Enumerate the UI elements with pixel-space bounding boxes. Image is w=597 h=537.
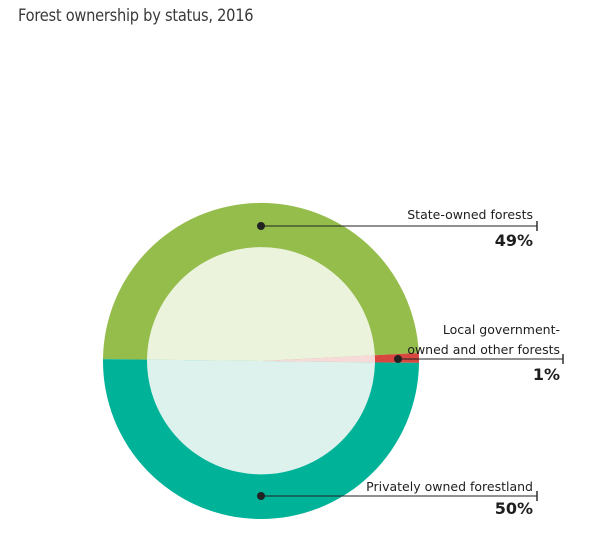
slice-label: Local government- bbox=[443, 322, 560, 337]
slice-value-label: 49% bbox=[495, 231, 533, 250]
slice-value-label: 50% bbox=[495, 499, 533, 518]
leader-dot bbox=[257, 492, 265, 500]
chart-title: Forest ownership by status, 2016 bbox=[18, 6, 254, 26]
slice-inner-privately-owned-forestland bbox=[147, 359, 375, 475]
label-privately-owned-forestland: Privately owned forestland 50% bbox=[257, 479, 538, 518]
slice-label: Privately owned forestland bbox=[366, 479, 533, 494]
leader-dot bbox=[257, 222, 265, 230]
slice-value-label: 1% bbox=[533, 365, 560, 384]
slices-layer bbox=[102, 202, 420, 520]
label-state-owned-forests: State-owned forests 49% bbox=[257, 207, 538, 250]
labels-layer: State-owned forests 49% Local government-o… bbox=[257, 207, 564, 518]
slice-label: owned and other forests bbox=[407, 342, 560, 357]
label-local-government-owned-and-other-forests: Local government-owned and other forests… bbox=[394, 322, 564, 384]
slice-inner-local-government-owned-and-other-forests bbox=[261, 355, 375, 363]
slice-inner-state-owned-forests bbox=[147, 247, 375, 361]
leader-dot bbox=[394, 355, 402, 363]
slice-label: State-owned forests bbox=[407, 207, 533, 222]
